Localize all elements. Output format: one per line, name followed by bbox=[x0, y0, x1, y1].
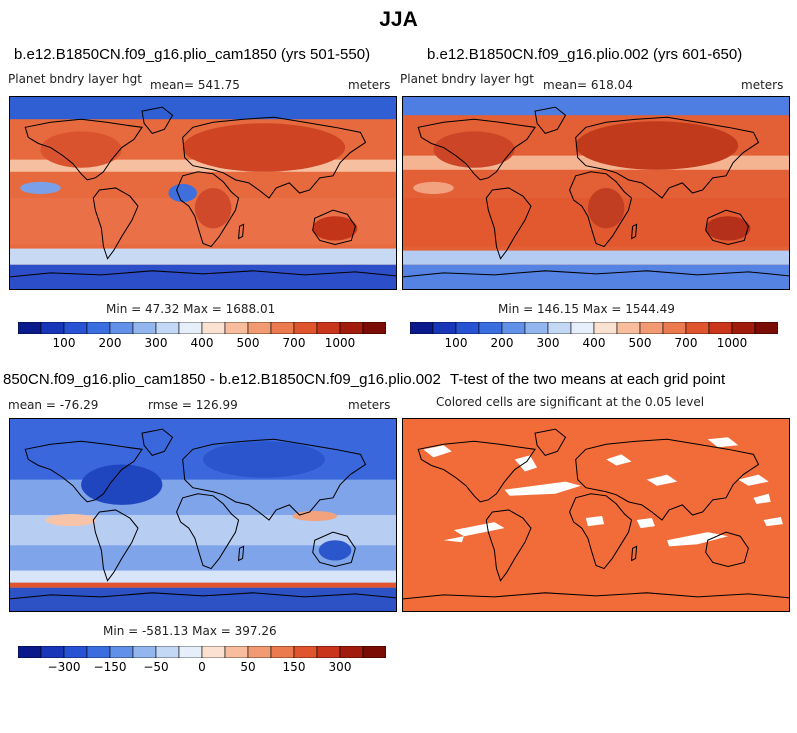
panel3-colorbar-swatch bbox=[316, 645, 341, 659]
panel1-colorbar-tick-label: 300 bbox=[144, 336, 168, 350]
panel1-colorbar-swatch bbox=[178, 321, 203, 335]
panel3-colorbar-tick-label: 0 bbox=[198, 660, 206, 674]
panel1-colorbar-swatch bbox=[109, 321, 134, 335]
panel2-minmax: Min = 146.15 Max = 1544.49 bbox=[498, 302, 675, 316]
panel3-colorbar-swatch bbox=[201, 645, 226, 659]
panel2-colorbar-tick-label: 200 bbox=[490, 336, 514, 350]
panel1-colorbar-tick-label: 500 bbox=[236, 336, 260, 350]
panel3-colorbar-tick-label: 300 bbox=[328, 660, 352, 674]
panel3-colorbar bbox=[17, 645, 387, 659]
panel2-colorbar-swatch bbox=[616, 321, 641, 335]
figure-title: JJA bbox=[379, 8, 418, 31]
panel3-colorbar-swatch bbox=[270, 645, 295, 659]
panel1-colorbar-tick-label: 700 bbox=[282, 336, 306, 350]
panel1-colorbar-swatch bbox=[201, 321, 226, 335]
panel1-colorbar-swatch bbox=[17, 321, 42, 335]
panel3-map bbox=[9, 418, 397, 612]
panel1-minmax: Min = 47.32 Max = 1688.01 bbox=[106, 302, 276, 316]
panel3-colorbar-swatch bbox=[155, 645, 180, 659]
panel1-variable: Planet bndry layer hgt bbox=[8, 72, 142, 86]
panel2-units: meters bbox=[741, 78, 784, 92]
panel3-colorbar-swatch bbox=[17, 645, 42, 659]
panel2-colorbar-swatch bbox=[478, 321, 503, 335]
panel1-colorbar-labels: 100 200 300 400 500 700 1000 bbox=[18, 336, 386, 350]
panel3-colorbar-swatch bbox=[63, 645, 88, 659]
panel1-colorbar-swatch bbox=[293, 321, 318, 335]
panel3-title: 850CN.f09_g16.plio_cam1850 - b.e12.B1850… bbox=[3, 371, 441, 388]
panel2-colorbar bbox=[409, 321, 779, 335]
panel2-colorbar-swatch bbox=[685, 321, 710, 335]
panel1-title: b.e12.B1850CN.f09_g16.plio_cam1850 (yrs … bbox=[14, 46, 371, 63]
panel3-colorbar-swatch bbox=[339, 645, 364, 659]
panel2-colorbar-tick-label: 1000 bbox=[716, 336, 748, 350]
panel1-map bbox=[9, 96, 397, 290]
panel2-colorbar-swatch bbox=[708, 321, 733, 335]
panel4-map bbox=[402, 418, 790, 612]
panel2-colorbar-labels: 100 200 300 400 500 700 1000 bbox=[410, 336, 778, 350]
panel1-colorbar-swatch bbox=[40, 321, 65, 335]
panel3-colorbar-labels: −300 −150 −50 0 50 150 300 bbox=[18, 660, 386, 674]
panel2-colorbar-tick-label: 700 bbox=[674, 336, 698, 350]
panel2-colorbar-swatch bbox=[593, 321, 618, 335]
panel1-colorbar-swatch bbox=[63, 321, 88, 335]
panel1-colorbar-swatch bbox=[339, 321, 364, 335]
panel2-colorbar-tick-label: 400 bbox=[582, 336, 606, 350]
panel1-units: meters bbox=[348, 78, 391, 92]
panel2-colorbar-swatch bbox=[570, 321, 595, 335]
panel3-colorbar-swatch bbox=[362, 645, 387, 659]
panel1-colorbar-swatch bbox=[247, 321, 272, 335]
panel1-colorbar-swatch bbox=[86, 321, 111, 335]
panel2-colorbar-swatch bbox=[501, 321, 526, 335]
panel1-colorbar-swatch bbox=[362, 321, 387, 335]
panel2-colorbar-swatch bbox=[731, 321, 756, 335]
panel3-colorbar-tick-label: 150 bbox=[282, 660, 306, 674]
panel3-colorbar-tick-label: −50 bbox=[143, 660, 169, 674]
panel1-colorbar bbox=[17, 321, 387, 335]
panel3-colorbar-swatch bbox=[224, 645, 249, 659]
panel3-colorbar-swatch bbox=[247, 645, 272, 659]
panel2-colorbar-swatch bbox=[524, 321, 549, 335]
panel3-colorbar-swatch bbox=[40, 645, 65, 659]
panel1-colorbar-tick-label: 100 bbox=[52, 336, 76, 350]
panel2-title: b.e12.B1850CN.f09_g16.plio.002 (yrs 601-… bbox=[427, 46, 743, 63]
panel1-colorbar-swatch bbox=[224, 321, 249, 335]
panel3-colorbar-tick-label: −150 bbox=[93, 660, 127, 674]
panel2-mean: mean= 618.04 bbox=[543, 78, 633, 92]
panel3-colorbar-swatch bbox=[132, 645, 157, 659]
panel3-colorbar-swatch bbox=[178, 645, 203, 659]
panel3-colorbar-swatch bbox=[86, 645, 111, 659]
panel3-rmse: rmse = 126.99 bbox=[148, 398, 238, 412]
panel2-colorbar-swatch bbox=[754, 321, 779, 335]
panel2-colorbar-tick-label: 100 bbox=[444, 336, 468, 350]
panel3-colorbar-swatch bbox=[293, 645, 318, 659]
panel1-colorbar-swatch bbox=[270, 321, 295, 335]
panel1-colorbar-swatch bbox=[155, 321, 180, 335]
panel2-colorbar-tick-label: 300 bbox=[536, 336, 560, 350]
panel4-subtitle: Colored cells are significant at the 0.0… bbox=[436, 395, 705, 409]
panel1-colorbar-swatch bbox=[316, 321, 341, 335]
panel3-minmax: Min = -581.13 Max = 397.26 bbox=[103, 624, 277, 638]
panel2-colorbar-swatch bbox=[547, 321, 572, 335]
panel3-colorbar-tick-label: 50 bbox=[240, 660, 256, 674]
panel3-mean: mean = -76.29 bbox=[8, 398, 99, 412]
panel3-units: meters bbox=[348, 398, 391, 412]
panel1-colorbar-tick-label: 400 bbox=[190, 336, 214, 350]
panel2-colorbar-swatch bbox=[455, 321, 480, 335]
panel2-map bbox=[402, 96, 790, 290]
panel2-variable: Planet bndry layer hgt bbox=[400, 72, 534, 86]
panel2-colorbar-swatch bbox=[432, 321, 457, 335]
panel4-title: T-test of the two means at each grid poi… bbox=[450, 371, 726, 388]
panel1-colorbar-tick-label: 1000 bbox=[324, 336, 356, 350]
panel3-colorbar-swatch bbox=[109, 645, 134, 659]
panel1-mean: mean= 541.75 bbox=[150, 78, 240, 92]
panel1-colorbar-swatch bbox=[132, 321, 157, 335]
panel2-colorbar-swatch bbox=[662, 321, 687, 335]
panel2-colorbar-swatch bbox=[639, 321, 664, 335]
panel1-colorbar-tick-label: 200 bbox=[98, 336, 122, 350]
panel2-colorbar-swatch bbox=[409, 321, 434, 335]
panel3-colorbar-tick-label: −300 bbox=[47, 660, 81, 674]
panel2-colorbar-tick-label: 500 bbox=[628, 336, 652, 350]
